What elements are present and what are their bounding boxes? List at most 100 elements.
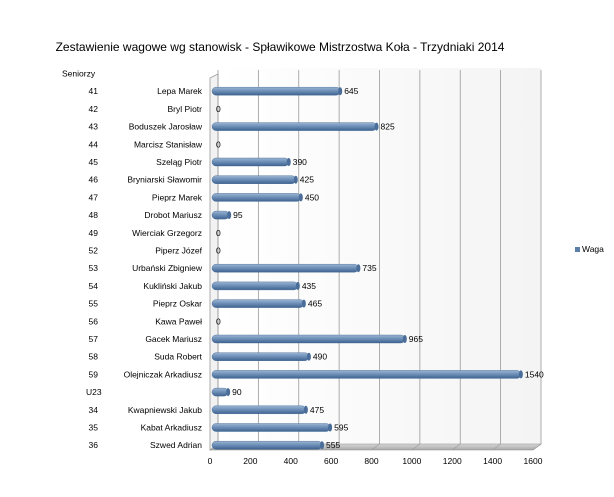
x-tick-label: 1400 [483, 456, 502, 466]
category-name-label: Bryl Piotr [168, 104, 203, 114]
bar-value-label: 965 [409, 334, 423, 344]
category-number-label: 57 [89, 334, 99, 344]
x-tick-label: 200 [243, 456, 257, 466]
gridline-foot [411, 443, 421, 451]
category-number-label: 36 [89, 440, 99, 450]
category-name-label: Olejniczak Arkadiusz [124, 369, 202, 379]
bar [211, 352, 310, 361]
bar-end-cap [295, 281, 300, 290]
category-number-label: 44 [89, 139, 99, 149]
gridline-foot [532, 443, 542, 451]
x-tick-label: 1600 [524, 456, 543, 466]
category-name-label: Drobot Mariusz [144, 210, 202, 220]
category-number-label: 59 [89, 369, 99, 379]
x-tick-label: 600 [324, 456, 338, 466]
bar [211, 387, 229, 397]
bar-value-label: 95 [233, 210, 243, 220]
x-tick-label: 1000 [402, 456, 421, 466]
bar-value-label: 0 [216, 316, 221, 326]
category-name-label: Marcisz Stanisław [134, 139, 203, 149]
x-tick-label: 1200 [443, 456, 462, 466]
bar-end-cap [293, 175, 298, 184]
bar-value-label: 735 [362, 263, 376, 273]
bar [211, 334, 406, 344]
category-number-label: 48 [89, 210, 99, 220]
bar-end-cap [298, 193, 303, 202]
bar-value-label: 0 [216, 228, 221, 238]
bar-end-cap [286, 158, 291, 166]
bar-value-label: 90 [232, 387, 242, 397]
category-name-label: Gacek Mariusz [145, 334, 202, 344]
bar-end-cap [402, 335, 407, 343]
category-number-label: 47 [89, 192, 99, 202]
legend: Waga [575, 244, 604, 254]
bar [211, 405, 307, 414]
bar [211, 281, 299, 291]
category-number-label: 54 [89, 281, 99, 291]
legend-label: Waga [582, 244, 604, 254]
bar-end-cap [303, 405, 308, 414]
bar [211, 175, 296, 184]
category-name-label: Suda Robert [154, 352, 202, 362]
gridline-foot [492, 443, 501, 451]
category-number-label: 41 [89, 86, 99, 96]
bar [211, 264, 359, 273]
category-number-label: 58 [89, 352, 99, 362]
category-number-label: 46 [89, 175, 99, 185]
gridline-foot [330, 443, 340, 451]
bar [211, 423, 331, 432]
bar-value-label: 645 [344, 86, 358, 96]
category-number-label: 45 [89, 157, 99, 167]
bar-end-cap [320, 441, 325, 450]
bar-value-label: 0 [216, 139, 221, 149]
category-number-label: 53 [89, 263, 99, 273]
bar [211, 370, 522, 379]
category-name-label: Kukliński Jakub [143, 281, 202, 291]
bar-value-label: 0 [216, 246, 221, 256]
category-number-label: 42 [89, 104, 99, 114]
bar [211, 210, 230, 220]
category-number-label: 34 [89, 405, 99, 415]
category-name-label: Piperz Józef [155, 246, 202, 256]
category-number-label: 35 [89, 423, 99, 433]
x-tick-label: 800 [364, 456, 378, 466]
bar-value-label: 825 [381, 122, 395, 132]
gridline-foot [371, 443, 380, 451]
bar-value-label: 595 [334, 423, 348, 433]
bar-end-cap [374, 122, 379, 131]
category-name-label: Pieprz Marek [152, 192, 203, 202]
category-name-label: Urbański Zbigniew [132, 263, 203, 273]
bar-value-label: 1540 [525, 369, 544, 379]
category-name-label: Kabat Arkadiusz [141, 423, 202, 433]
bar-value-label: 450 [305, 192, 319, 202]
category-name-label: Szwed Adrian [150, 440, 202, 450]
category-name-label: Lepa Marek [157, 86, 203, 96]
category-number-label: U23 [86, 387, 102, 397]
bar [211, 122, 377, 131]
bar-value-label: 0 [216, 104, 221, 114]
category-name-label: Boduszek Jarosław [129, 122, 203, 132]
bar-end-cap [328, 423, 333, 432]
category-name-label: Kawa Paweł [155, 316, 202, 326]
bar [211, 299, 305, 308]
bar [211, 157, 289, 167]
legend-swatch [575, 247, 580, 252]
bar-end-cap [226, 388, 231, 397]
category-number-label: 49 [89, 228, 99, 238]
bar-value-label: 390 [293, 157, 307, 167]
category-name-label: Pieprz Oskar [153, 299, 202, 309]
gridline-foot [452, 443, 461, 451]
bar-end-cap [518, 370, 523, 379]
category-number-label: Seniorzy [62, 69, 96, 79]
category-number-label: 52 [89, 246, 99, 256]
bar-value-label: 490 [313, 352, 327, 362]
bar-value-label: 475 [310, 405, 324, 415]
bar-end-cap [356, 264, 361, 273]
chart-title: Zestawienie wagowe wg stanowisk - Spławi… [55, 40, 505, 54]
x-tick-label: 0 [208, 456, 213, 466]
bar-value-label: 425 [300, 175, 314, 185]
category-number-label: 56 [89, 316, 99, 326]
category-name-label: Kwapniewski Jakub [128, 405, 202, 415]
category-name-label: Wierciak Grzegorz [132, 228, 202, 238]
